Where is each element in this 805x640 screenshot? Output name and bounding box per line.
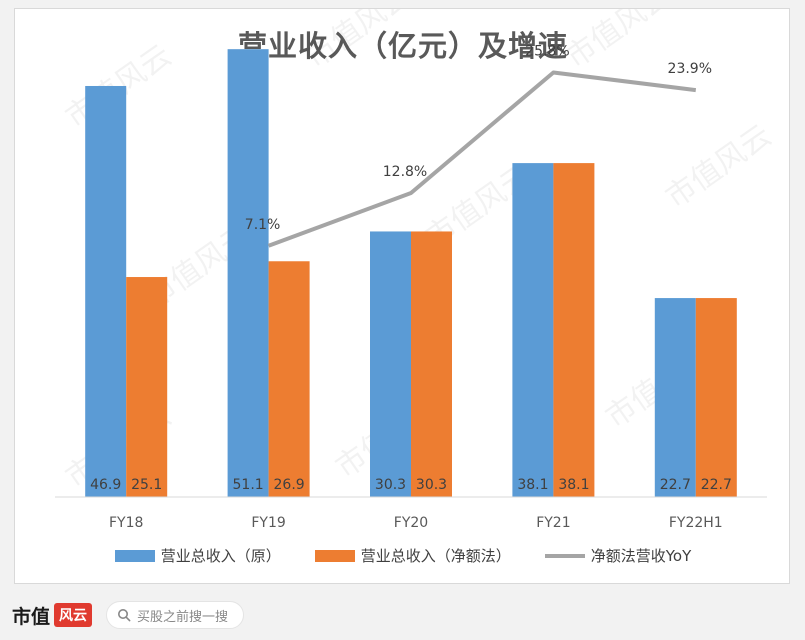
legend-label-original: 营业总收入（原） bbox=[160, 547, 281, 565]
bar-label-net-fy20: 30.3 bbox=[416, 477, 447, 493]
bar-label-net-fy21: 38.1 bbox=[558, 477, 589, 493]
bar-label-net-fy19: 26.9 bbox=[274, 477, 305, 493]
x-tick-label-fy18: FY18 bbox=[109, 515, 143, 531]
bar-label-net-fy18: 25.1 bbox=[131, 477, 162, 493]
legend-item-net-revenue: 营业总收入（净额法） bbox=[314, 545, 511, 566]
chart-legend: 营业总收入（原） 营业总收入（净额法） 净额法营收YoY bbox=[15, 545, 791, 566]
x-tick-label-fy19: FY19 bbox=[251, 515, 285, 531]
bar-original-fy22h1 bbox=[654, 298, 696, 497]
watermark-text-1: 市值风云 bbox=[300, 9, 418, 76]
search-icon bbox=[118, 609, 131, 622]
bar-label-original-fy22h1: 22.7 bbox=[660, 477, 691, 493]
brand-logo[interactable]: 市值 风云 bbox=[12, 602, 93, 629]
bar-label-original-fy20: 30.3 bbox=[375, 477, 406, 493]
bar-label-net-fy22h1: 22.7 bbox=[701, 477, 732, 493]
x-tick-label-fy20: FY20 bbox=[394, 515, 428, 531]
x-tick-label-fy21: FY21 bbox=[536, 515, 570, 531]
bar-net-fy18 bbox=[126, 277, 168, 497]
footer-bar: 市值 风云 买股之前搜一搜 bbox=[0, 590, 805, 640]
line-label-yoy-fy20: 12.8% bbox=[383, 164, 427, 180]
brand-text: 市值 bbox=[12, 605, 51, 628]
watermark-text-2: 市值风云 bbox=[560, 9, 678, 76]
x-tick-label-fy22h1: FY22H1 bbox=[669, 515, 723, 531]
search-box[interactable]: 买股之前搜一搜 bbox=[106, 601, 245, 629]
bar-original-fy18 bbox=[85, 85, 127, 498]
bar-label-original-fy19: 51.1 bbox=[233, 477, 264, 493]
legend-item-original-revenue: 营业总收入（原） bbox=[114, 545, 281, 566]
line-label-yoy-fy22h1: 23.9% bbox=[668, 61, 712, 77]
chart-plot: 市值风云市值风云市值风云市值风云市值风云市值风云市值风云市值风云市值风云46.9… bbox=[55, 9, 778, 531]
line-label-yoy-fy19: 7.1% bbox=[245, 217, 281, 233]
chart-title: 营业收入（亿元）及增速 bbox=[237, 29, 568, 63]
legend-item-yoy: 净额法营收YoY bbox=[544, 545, 692, 566]
legend-label-yoy: 净额法营收YoY bbox=[590, 547, 692, 565]
watermark-text-5: 市值风云 bbox=[660, 118, 778, 215]
legend-swatch-net bbox=[314, 549, 355, 562]
legend-label-net: 营业总收入（净额法） bbox=[360, 547, 511, 565]
legend-swatch-yoy bbox=[544, 553, 585, 558]
bar-label-original-fy18: 46.9 bbox=[90, 477, 121, 493]
bar-net-fy22h1 bbox=[695, 298, 737, 497]
bar-original-fy21 bbox=[512, 163, 554, 497]
chart-frame: 营业收入（亿元）及增速 市值风云市值风云市值风云市值风云市值风云市值风云市值风云… bbox=[14, 8, 790, 584]
line-yoy bbox=[267, 70, 697, 248]
search-placeholder: 买股之前搜一搜 bbox=[137, 609, 229, 625]
bar-net-fy19 bbox=[268, 261, 310, 497]
bar-original-fy19 bbox=[227, 49, 269, 497]
bar-label-original-fy21: 38.1 bbox=[517, 477, 548, 493]
brand-mark: 风云 bbox=[54, 603, 93, 627]
bar-net-fy20 bbox=[411, 231, 452, 497]
legend-swatch-original bbox=[114, 549, 155, 562]
bar-original-fy20 bbox=[370, 231, 411, 497]
line-label-yoy-fy21: 25.8% bbox=[525, 43, 569, 59]
bar-net-fy21 bbox=[553, 163, 595, 497]
